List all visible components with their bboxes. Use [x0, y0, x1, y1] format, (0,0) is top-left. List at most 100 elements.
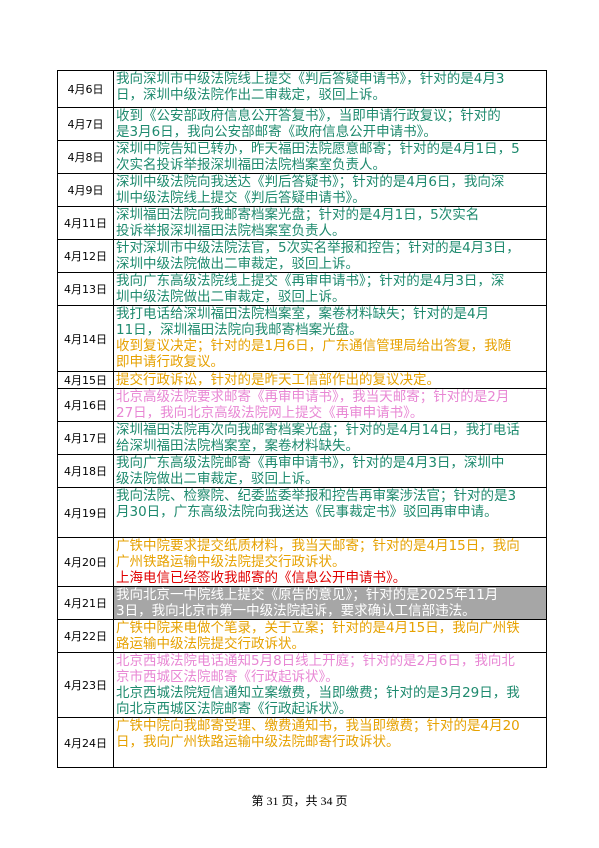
table-row: 4月16日 北京高级法院要求邮寄《再审申请书》，我当天邮寄；针对的是2月 27日，我… — [57, 388, 547, 422]
table-row: 4月7日 收到《公安部政府信息公开答复书》，当即申请行政复议；针对的 是3月6日，我… — [57, 107, 547, 141]
table-row: 4月23日 北京西城法院电话通知5月8日线上开庭；针对的是2月6日，我向北 京市西城… — [57, 652, 547, 718]
entry-line: 收到复议决定；针对的是1月6日，广东通信管理局给出答复，我随 — [116, 338, 512, 354]
date-cell: 4月15日 — [57, 371, 114, 389]
entry-line: 深圳福田法院向我邮寄档案光盘；针对的是4月1日，5次实名 — [116, 207, 480, 224]
content-cell: 北京西城法院电话通知5月8日线上开庭；针对的是2月6日，我向北 京市西城区法院邮寄… — [113, 652, 547, 718]
entry: 我向北京一中院线上提交《原告的意见》；针对的是2025年11月 3日，我向北京市第… — [114, 587, 546, 619]
entry: 针对深圳市中级法院法官，5次实名举报和控告；针对的是4月3日， 深圳中级法院做出二… — [115, 240, 546, 272]
table-row: 4月17日 深圳福田法院再次向我邮寄档案光盘；针对的是4月14日，我打电话 给深圳福… — [57, 421, 547, 455]
entry-line: 3日，我向北京市第一中级法院起诉，要求确认工信部违法。 — [116, 603, 476, 619]
date-cell: 4月13日 — [57, 272, 114, 306]
entry-line: 27日，我向北京高级法院网上提交《再审申请书》。 — [116, 405, 424, 421]
entry-line: 向北京西城区法院邮寄《行政起诉状》。 — [116, 701, 353, 717]
table-row: 4月9日 深圳中级法院向我送达《判后答疑书》；针对的是4月6日，我向深 圳中级法院线… — [57, 173, 547, 207]
entry: 我向深圳市中级法院线上提交《判后答疑申请书》，针对的是4月3 日，深圳中级法院作出… — [115, 71, 546, 104]
entry-line: 日，我向广州铁路运输中级法院邮寄行政诉状。 — [116, 734, 400, 750]
content-cell: 提交行政诉讼，针对的是昨天工信部作出的复议决定。 — [113, 371, 547, 389]
entry-line: 广铁中院要求提交纸质材料，我当天邮寄；针对的是4月15日，我向 — [116, 538, 520, 555]
entry: 收到复议决定；针对的是1月6日，广东通信管理局给出答复，我随 即申请行政复议。 — [115, 338, 546, 370]
date-cell: 4月18日 — [57, 454, 114, 488]
entry-line: 北京高级法院要求邮寄《再审申请书》，我当天邮寄；针对的是2月 — [116, 389, 510, 406]
entry: 广铁中院来电做个笔录，关于立案；针对的是4月15日，我向广州铁 路运输中级法院提交… — [115, 620, 546, 652]
entry-line: 针对深圳市中级法院法官，5次实名举报和控告；针对的是4月3日， — [116, 240, 520, 257]
entry: 我打电话给深圳福田法院档案室，案卷材料缺失；针对的是4月 11日，深圳福田法院向我… — [115, 307, 546, 339]
date-cell: 4月8日 — [57, 140, 114, 174]
entry: 深圳福田法院向我邮寄档案光盘；针对的是4月1日，5次实名 投诉举报深圳福田法院档案… — [115, 207, 546, 239]
entry: 我向广东高级法院线上提交《再审申请书》；针对的是4月3日，深 圳中级法院做出二审裁… — [115, 273, 546, 305]
entry-line: 我向广东高级法院邮寄《再审申请书》，针对的是4月3日，深圳中 — [116, 455, 505, 472]
table-row: 4月14日 我打电话给深圳福田法院档案室，案卷材料缺失；针对的是4月 11日，深圳福… — [57, 305, 547, 372]
table-row: 4月18日 我向广东高级法院邮寄《再审申请书》，针对的是4月3日，深圳中 级法院做出… — [57, 454, 547, 488]
content-cell: 深圳福田法院再次向我邮寄档案光盘；针对的是4月14日，我打电话 给深圳福田法院档案… — [113, 421, 547, 455]
entry: 广铁中院向我邮寄受理、缴费通知书，我当即缴费；针对的是4月20 日，我向广州铁路运… — [115, 719, 546, 751]
table-row: 4月12日 针对深圳市中级法院法官，5次实名举报和控告；针对的是4月3日， 深圳中级… — [57, 239, 547, 273]
entry-line: 给深圳福田法院档案室，案卷材料缺失。 — [116, 438, 359, 454]
entry-line: 级法院做出二审裁定，驳回上诉。 — [116, 471, 319, 487]
entry-line: 深圳中院告知已转办，昨天福田法院愿意邮寄；针对的是4月1日，5 — [116, 141, 520, 158]
table-row: 4月24日 广铁中院向我邮寄受理、缴费通知书，我当即缴费；针对的是4月20 日，我向… — [57, 717, 547, 768]
entry-line: 深圳中级法院做出二审裁定，驳回上诉。 — [116, 256, 359, 272]
entry-line: 投诉举报深圳福田法院档案室负责人。 — [116, 223, 346, 239]
content-cell: 广铁中院向我邮寄受理、缴费通知书，我当即缴费；针对的是4月20 日，我向广州铁路运… — [113, 717, 547, 768]
content-cell: 我向广东高级法院邮寄《再审申请书》，针对的是4月3日，深圳中 级法院做出二审裁定，… — [113, 454, 547, 488]
entry-line: 即申请行政复议。 — [116, 354, 224, 370]
content-cell: 收到《公安部政府信息公开答复书》，当即申请行政复议；针对的 是3月6日，我向公安部… — [113, 107, 547, 141]
date-cell: 4月19日 — [57, 487, 114, 538]
content-cell: 我向深圳市中级法院线上提交《判后答疑申请书》，针对的是4月3 日，深圳中级法院作出… — [113, 70, 547, 108]
table-row: 4月15日 提交行政诉讼，针对的是昨天工信部作出的复议决定。 — [57, 371, 547, 389]
entry: 深圳福田法院再次向我邮寄档案光盘；针对的是4月14日，我打电话 给深圳福田法院档案… — [115, 422, 546, 454]
content-cell: 我向北京一中院线上提交《原告的意见》；针对的是2025年11月 3日，我向北京市第… — [113, 586, 547, 620]
entry-line: 收到《公安部政府信息公开答复书》，当即申请行政复议；针对的 — [116, 108, 501, 125]
table-row: 4月21日 我向北京一中院线上提交《原告的意见》；针对的是2025年11月 3日，我… — [57, 586, 547, 620]
date-cell: 4月20日 — [57, 537, 114, 587]
entry: 收到《公安部政府信息公开答复书》，当即申请行政复议；针对的 是3月6日，我向公安部… — [115, 108, 546, 140]
entry: 我向广东高级法院邮寄《再审申请书》，针对的是4月3日，深圳中 级法院做出二审裁定，… — [115, 455, 546, 487]
entry: 北京西城法院电话通知5月8日线上开庭；针对的是2月6日，我向北 京市西城区法院邮寄… — [115, 653, 546, 686]
date-cell: 4月12日 — [57, 239, 114, 273]
entry: 上海电信已经签收我邮寄的《信息公开申请书》。 — [115, 570, 546, 586]
date-cell: 4月11日 — [57, 206, 114, 240]
entry-line: 圳中级法院做出二审裁定，驳回上诉。 — [116, 289, 346, 305]
entry-line: 日，深圳中级法院作出二审裁定，驳回上诉。 — [116, 87, 386, 103]
content-cell: 我向广东高级法院线上提交《再审申请书》；针对的是4月3日，深 圳中级法院做出二审裁… — [113, 272, 547, 306]
table-row: 4月11日 深圳福田法院向我邮寄档案光盘；针对的是4月1日，5次实名 投诉举报深圳福… — [57, 206, 547, 240]
entry-line: 我向广东高级法院线上提交《再审申请书》；针对的是4月3日，深 — [116, 273, 505, 290]
entry-line: 北京西城法院短信通知立案缴费，当即缴费；针对的是3月29日，我 — [116, 685, 520, 701]
content-cell: 广铁中院要求提交纸质材料，我当天邮寄；针对的是4月15日，我向 广州铁路运输中级法… — [113, 537, 547, 587]
date-cell: 4月16日 — [57, 388, 114, 422]
entry: 提交行政诉讼，针对的是昨天工信部作出的复议决定。 — [115, 372, 546, 388]
entry: 深圳中级法院向我送达《判后答疑书》；针对的是4月6日，我向深 圳中级法院线上提交《… — [115, 175, 546, 206]
content-cell: 北京高级法院要求邮寄《再审申请书》，我当天邮寄；针对的是2月 27日，我向北京高级… — [113, 388, 547, 422]
entry: 深圳中院告知已转办，昨天福田法院愿意邮寄；针对的是4月1日，5 次实名投诉举报深圳… — [115, 141, 546, 173]
entry-line: 我向法院、检察院、纪委监委举报和控告再审案涉法官；针对的是3 — [116, 488, 517, 505]
entry-line: 路运输中级法院提交行政诉状。 — [116, 636, 305, 652]
entry-line: 北京西城法院电话通知5月8日线上开庭；针对的是2月6日，我向北 — [116, 653, 515, 670]
entry-line: 深圳福田法院再次向我邮寄档案光盘；针对的是4月14日，我打电话 — [116, 422, 520, 439]
date-cell: 4月17日 — [57, 421, 114, 455]
entry-line: 我向深圳市中级法院线上提交《判后答疑申请书》，针对的是4月3 — [116, 71, 505, 88]
date-cell: 4月6日 — [57, 70, 114, 108]
date-cell: 4月21日 — [57, 586, 114, 620]
table-row: 4月6日 我向深圳市中级法院线上提交《判后答疑申请书》，针对的是4月3 日，深圳中级… — [57, 70, 547, 108]
table-row: 4月20日 广铁中院要求提交纸质材料，我当天邮寄；针对的是4月15日，我向 广州铁路… — [57, 537, 547, 587]
entry-line: 提交行政诉讼，针对的是昨天工信部作出的复议决定。 — [116, 372, 440, 388]
date-cell: 4月9日 — [57, 173, 114, 207]
table-row: 4月13日 我向广东高级法院线上提交《再审申请书》；针对的是4月3日，深 圳中级法院… — [57, 272, 547, 306]
date-cell: 4月14日 — [57, 305, 114, 372]
table-row: 4月22日 广铁中院来电做个笔录，关于立案；针对的是4月15日，我向广州铁 路运输中… — [57, 619, 547, 653]
entry: 广铁中院要求提交纸质材料，我当天邮寄；针对的是4月15日，我向 广州铁路运输中级法… — [115, 538, 546, 571]
entry-line: 上海电信已经签收我邮寄的《信息公开申请书》。 — [116, 570, 407, 586]
entry-line: 京市西城区法院邮寄《行政起诉状》。 — [116, 669, 339, 685]
entry: 北京高级法院要求邮寄《再审申请书》，我当天邮寄；针对的是2月 27日，我向北京高级… — [115, 389, 546, 421]
entry-line: 圳中级法院线上提交《判后答疑申请书》。 — [116, 190, 366, 206]
entry-line: 广铁中院来电做个笔录，关于立案；针对的是4月15日，我向广州铁 — [116, 620, 520, 637]
content-cell: 广铁中院来电做个笔录，关于立案；针对的是4月15日，我向广州铁 路运输中级法院提交… — [113, 619, 547, 653]
entry: 北京西城法院短信通知立案缴费，当即缴费；针对的是3月29日，我 向北京西城区法院邮… — [115, 685, 546, 717]
entry-line: 广州铁路运输中级法院提交行政诉状。 — [116, 554, 346, 570]
page-footer: 第 31 页，共 34 页 — [251, 794, 348, 808]
entry-line: 次实名投诉举报深圳福田法院档案室负责人。 — [116, 157, 386, 173]
content-cell: 针对深圳市中级法院法官，5次实名举报和控告；针对的是4月3日， 深圳中级法院做出二… — [113, 239, 547, 273]
content-cell: 我打电话给深圳福田法院档案室，案卷材料缺失；针对的是4月 11日，深圳福田法院向我… — [113, 305, 547, 372]
entry-line: 我向北京一中院线上提交《原告的意见》；针对的是2025年11月 — [116, 587, 499, 604]
